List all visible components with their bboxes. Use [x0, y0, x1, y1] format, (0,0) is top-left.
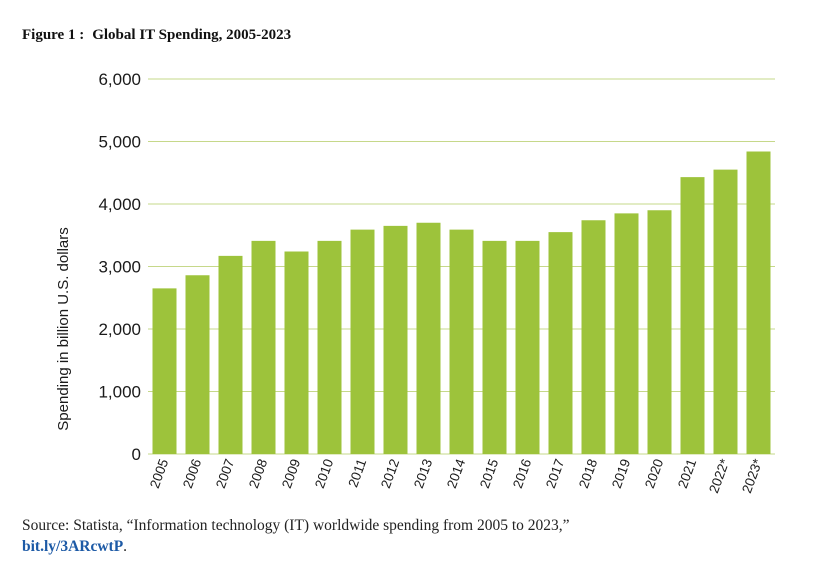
y-tick-label: 5,000 — [98, 133, 141, 152]
bar — [284, 251, 309, 454]
y-tick-label: 1,000 — [98, 383, 141, 402]
x-tick-label: 2009 — [279, 457, 303, 490]
x-tick-label: 2011 — [345, 457, 369, 489]
x-tick-label: 2016 — [510, 457, 534, 490]
x-tick-label: 2015 — [477, 457, 501, 490]
x-tick-label: 2014 — [444, 456, 469, 490]
x-tick-labels: 2005 2006 2007 2008 2009 2010 2011 2012 2013 2014… — [147, 456, 766, 495]
figure-label: Figure 1 : — [22, 27, 85, 43]
x-tick-label: 2012 — [378, 457, 402, 490]
bar — [746, 151, 771, 454]
bar — [152, 288, 177, 454]
bars — [152, 151, 771, 454]
bar — [647, 210, 672, 454]
figure-title-text: Global IT Spending, 2005-2023 — [92, 27, 292, 43]
source-link-suffix: . — [123, 538, 128, 555]
bar — [581, 220, 606, 454]
bar — [482, 240, 507, 454]
bar — [383, 225, 408, 454]
bar — [713, 169, 738, 454]
y-tick-label: 2,000 — [98, 320, 141, 339]
x-tick-label: 2021 — [675, 457, 699, 490]
x-tick-label: 2018 — [576, 457, 600, 490]
x-tick-label: 2022* — [706, 456, 732, 495]
y-tick-label: 4,000 — [98, 195, 141, 214]
y-tick-label: 0 — [132, 445, 141, 464]
bar — [251, 240, 276, 454]
x-tick-label: 2005 — [147, 457, 171, 490]
bar — [515, 240, 540, 454]
x-tick-label: 2010 — [312, 457, 336, 490]
source-text: Source: Statista, “Information technolog… — [22, 517, 570, 534]
x-tick-label: 2017 — [543, 457, 567, 490]
x-tick-label: 2019 — [609, 457, 633, 490]
y-tick-label: 3,000 — [98, 258, 141, 277]
bar — [548, 232, 573, 454]
x-tick-label: 2020 — [642, 457, 666, 490]
x-tick-label: 2006 — [180, 457, 204, 490]
y-tick-label: 6,000 — [98, 70, 141, 89]
y-axis-label: Spending in billion U.S. dollars — [55, 227, 72, 430]
x-tick-label: 2008 — [246, 457, 270, 490]
source-link[interactable]: bit.ly/3ARcwtP — [22, 538, 124, 555]
bar — [416, 222, 441, 454]
bar — [185, 275, 210, 454]
bar — [317, 240, 342, 454]
bar — [449, 229, 474, 454]
figure-title: Figure 1 : Global IT Spending, 2005-2023 — [22, 27, 291, 44]
bar — [218, 255, 243, 454]
x-tick-label: 2013 — [411, 457, 435, 490]
source-note: Source: Statista, “Information technolog… — [22, 515, 570, 557]
bar — [680, 177, 705, 454]
x-tick-label: 2023* — [739, 456, 765, 495]
bar — [614, 213, 639, 454]
x-tick-label: 2007 — [213, 457, 237, 490]
bar — [350, 229, 375, 454]
y-tick-labels: 0 1,000 2,000 3,000 4,000 5,000 6,000 — [98, 70, 141, 464]
